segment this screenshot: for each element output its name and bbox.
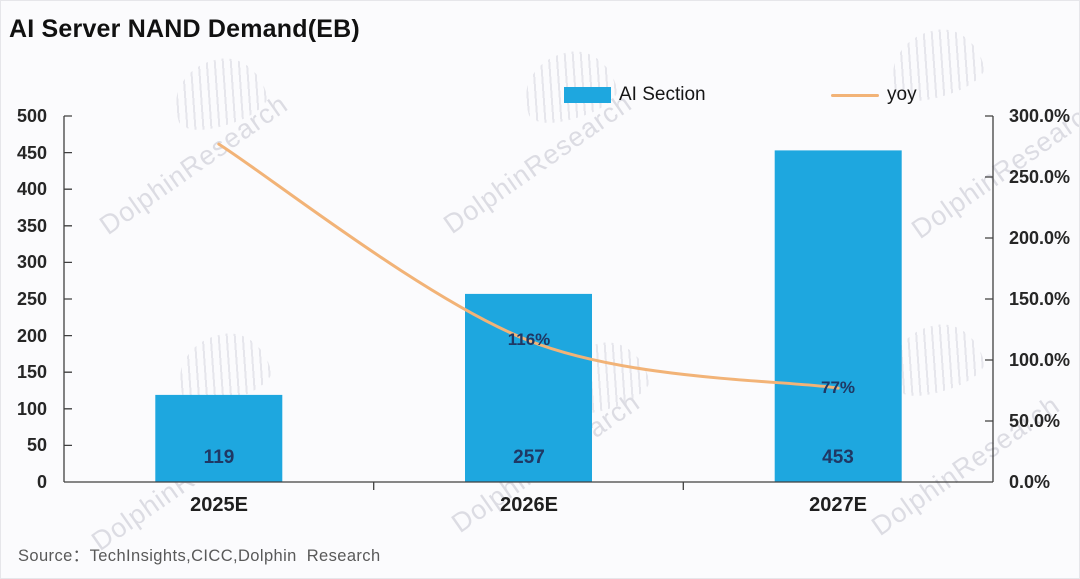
- axis-lines: [63, 115, 994, 490]
- page-title: AI Server NAND Demand(EB): [9, 15, 360, 43]
- yoy-line: [217, 142, 840, 390]
- legend-item-ai-section: AI Section: [564, 84, 706, 106]
- bar: [774, 150, 902, 482]
- legend-label: AI Section: [619, 84, 706, 105]
- bar: [155, 394, 283, 482]
- line-swatch-icon: [831, 93, 879, 97]
- legend-item-yoy: yoy: [831, 84, 917, 106]
- legend-label: yoy: [887, 84, 917, 105]
- source-note: Source：TechInsights,CICC,Dolphin Researc…: [18, 547, 381, 565]
- bar: [465, 293, 592, 482]
- bar-swatch-icon: [564, 87, 611, 103]
